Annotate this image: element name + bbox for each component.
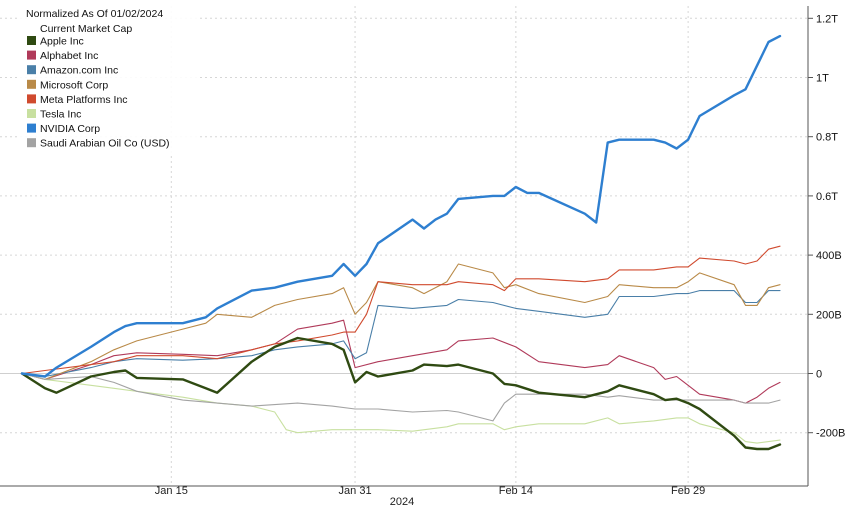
series-line-meta-platforms-inc — [21, 245, 781, 375]
legend-label-apple-inc: Apple Inc — [40, 36, 84, 48]
legend-swatch-saudi-arabian-oil-co-usd — [27, 138, 36, 148]
y-tick-label: 400B — [816, 250, 842, 262]
legend-swatch-amazon-com-inc — [27, 65, 36, 75]
series-line-tesla-inc — [21, 372, 781, 444]
legend-swatch-alphabet-inc — [27, 50, 36, 60]
series-lines — [20, 34, 782, 451]
legend-label-saudi-arabian-oil-co-usd: Saudi Arabian Oil Co (USD) — [40, 138, 170, 150]
y-tick-label: 1.2T — [816, 13, 838, 25]
x-axis-label: 2024 — [390, 496, 414, 508]
legend-label-microsoft-corp: Microsoft Corp — [40, 79, 108, 91]
legend-label-tesla-inc: Tesla Inc — [40, 109, 81, 121]
legend-label-alphabet-inc: Alphabet Inc — [40, 50, 98, 62]
legend-label-nvidia-corp: NVIDIA Corp — [40, 123, 100, 135]
series-line-saudi-arabian-oil-co-usd — [21, 372, 781, 422]
x-tick-label: Jan 31 — [339, 485, 372, 497]
legend-swatch-microsoft-corp — [27, 79, 36, 89]
x-tick-label: Feb 29 — [671, 485, 705, 497]
x-axis-ticks: Jan 15 Jan 31 Feb 14 Feb 29 — [0, 485, 808, 497]
series-line-amazon-com-inc — [21, 290, 781, 378]
chart-subtitle: Current Market Cap — [40, 23, 132, 35]
legend-label-amazon-com-inc: Amazon.com Inc — [40, 65, 118, 77]
legend-swatch-meta-platforms-inc — [27, 94, 36, 104]
x-tick-label: Jan 15 — [155, 485, 188, 497]
legend-entries: Apple Inc Alphabet Inc Amazon.com Inc Micro… — [27, 36, 170, 150]
chart-title: Normalized As Of 01/02/2024 — [26, 8, 163, 20]
y-tick-label: 0.6T — [816, 191, 838, 203]
legend-swatch-apple-inc — [27, 36, 36, 45]
y-axis-ticks: 1.2T 1T 0.8T 0.6T 400B 200B 0 -200B — [808, 13, 845, 440]
series-line-nvidia-corp — [20, 34, 782, 378]
legend-swatch-tesla-inc — [27, 109, 36, 118]
series-line-alphabet-inc — [21, 319, 781, 404]
y-tick-label: 200B — [816, 309, 842, 321]
y-tick-label: 0.8T — [816, 132, 838, 144]
series-line-microsoft-corp — [21, 263, 781, 380]
legend-label-meta-platforms-inc: Meta Platforms Inc — [40, 94, 128, 106]
legend-swatch-nvidia-corp — [27, 123, 36, 133]
y-tick-label: -200B — [816, 428, 845, 440]
legend: Normalized As Of 01/02/2024 Current Mark… — [20, 4, 198, 156]
x-tick-label: Feb 14 — [499, 485, 533, 497]
y-tick-label: 0 — [816, 369, 822, 381]
y-tick-label: 1T — [816, 73, 829, 85]
legend-box — [20, 4, 198, 156]
series-line-apple-inc — [20, 336, 782, 451]
